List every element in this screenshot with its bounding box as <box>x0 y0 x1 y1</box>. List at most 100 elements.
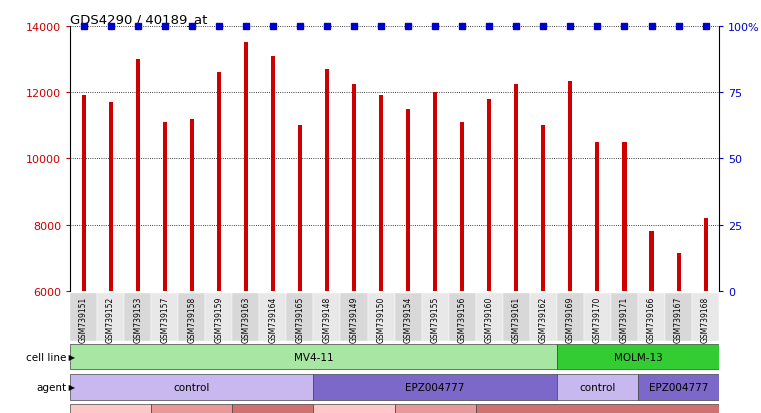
Bar <box>340 293 368 341</box>
Bar <box>232 404 314 413</box>
Bar <box>595 142 600 291</box>
Text: GSM739149: GSM739149 <box>349 296 358 342</box>
Bar <box>677 253 680 291</box>
Text: GSM739152: GSM739152 <box>106 296 115 342</box>
Text: day 6: day 6 <box>259 412 288 413</box>
Text: ▶: ▶ <box>66 352 75 361</box>
Bar <box>568 81 572 291</box>
Bar <box>503 293 530 341</box>
Text: GSM739167: GSM739167 <box>674 296 683 342</box>
Bar <box>557 344 719 370</box>
Bar <box>394 404 476 413</box>
Bar <box>298 126 302 291</box>
Bar <box>638 293 665 341</box>
Text: GSM739164: GSM739164 <box>269 296 277 342</box>
Text: day 6: day 6 <box>583 412 612 413</box>
Bar <box>541 126 546 291</box>
Bar <box>70 344 557 370</box>
Text: MV4-11: MV4-11 <box>294 352 333 362</box>
Bar <box>151 293 178 341</box>
Text: day 4: day 4 <box>421 412 450 413</box>
Bar <box>638 374 719 400</box>
Bar <box>325 70 329 291</box>
Text: GSM739157: GSM739157 <box>160 296 169 342</box>
Text: GSM739159: GSM739159 <box>215 296 223 342</box>
Text: GSM739154: GSM739154 <box>403 296 412 342</box>
Text: GSM739170: GSM739170 <box>593 296 602 342</box>
Bar <box>135 60 140 291</box>
Bar <box>244 43 248 291</box>
Text: GSM739162: GSM739162 <box>539 296 548 342</box>
Bar <box>406 109 410 291</box>
Text: GSM739171: GSM739171 <box>620 296 629 342</box>
Bar <box>665 293 692 341</box>
Bar <box>584 293 611 341</box>
Text: GSM739151: GSM739151 <box>79 296 88 342</box>
Text: day 2: day 2 <box>339 412 368 413</box>
Bar <box>460 123 464 291</box>
Bar <box>163 123 167 291</box>
Bar <box>189 119 194 291</box>
Text: GSM739163: GSM739163 <box>241 296 250 342</box>
Bar <box>449 293 476 341</box>
Bar <box>352 85 356 291</box>
Text: ▶: ▶ <box>66 382 75 392</box>
Bar <box>692 293 719 341</box>
Bar <box>314 404 394 413</box>
Text: GSM739153: GSM739153 <box>133 296 142 342</box>
Bar <box>217 73 221 291</box>
Text: GSM739161: GSM739161 <box>512 296 521 342</box>
Text: control: control <box>174 382 210 392</box>
Bar <box>124 293 151 341</box>
Bar <box>379 96 383 291</box>
Bar <box>260 293 286 341</box>
Bar <box>109 103 113 291</box>
Text: GSM739165: GSM739165 <box>295 296 304 342</box>
Bar <box>704 218 708 291</box>
Text: agent: agent <box>36 382 66 392</box>
Bar <box>314 293 340 341</box>
Bar <box>205 293 232 341</box>
Text: EPZ004777: EPZ004777 <box>649 382 708 392</box>
Text: GDS4290 / 40189_at: GDS4290 / 40189_at <box>70 13 208 26</box>
Bar <box>476 293 503 341</box>
Text: day 4: day 4 <box>177 412 206 413</box>
Text: cell line: cell line <box>26 352 66 362</box>
Bar <box>530 293 557 341</box>
Bar <box>476 404 719 413</box>
Bar <box>70 404 151 413</box>
Text: GSM739166: GSM739166 <box>647 296 656 342</box>
Text: GSM739155: GSM739155 <box>431 296 440 342</box>
Bar <box>622 142 626 291</box>
Bar <box>487 100 492 291</box>
Bar <box>649 232 654 291</box>
Bar <box>81 96 85 291</box>
Text: GSM739158: GSM739158 <box>187 296 196 342</box>
Bar <box>368 293 395 341</box>
Text: EPZ004777: EPZ004777 <box>406 382 465 392</box>
Text: GSM739169: GSM739169 <box>566 296 575 342</box>
Bar <box>433 93 437 291</box>
Bar <box>557 293 584 341</box>
Bar <box>514 85 518 291</box>
Text: control: control <box>579 382 616 392</box>
Bar <box>557 374 638 400</box>
Bar <box>394 293 422 341</box>
Bar <box>286 293 314 341</box>
Bar <box>611 293 638 341</box>
Bar <box>314 374 557 400</box>
Text: MOLM-13: MOLM-13 <box>613 352 662 362</box>
Text: GSM739160: GSM739160 <box>485 296 494 342</box>
Bar <box>271 57 275 291</box>
Text: time: time <box>43 412 66 413</box>
Text: day 2: day 2 <box>96 412 125 413</box>
Text: GSM739150: GSM739150 <box>377 296 386 342</box>
Bar <box>178 293 205 341</box>
Bar <box>422 293 449 341</box>
Bar <box>70 293 97 341</box>
Bar <box>97 293 124 341</box>
Bar <box>151 404 232 413</box>
Text: GSM739168: GSM739168 <box>701 296 710 342</box>
Bar <box>232 293 260 341</box>
Text: GSM739156: GSM739156 <box>457 296 466 342</box>
